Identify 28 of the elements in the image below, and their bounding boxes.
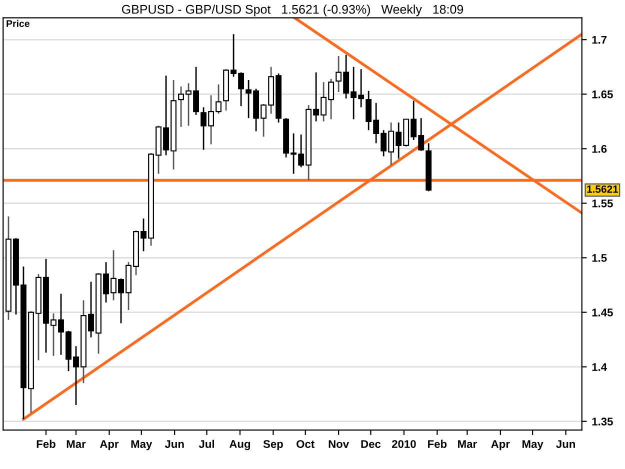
- x-tick-label: 2010: [392, 440, 416, 448]
- y-tick-label: 1.4: [592, 363, 607, 371]
- y-tick-label: 1.6: [592, 144, 607, 153]
- x-tick-label: Jul: [198, 440, 214, 448]
- y-tick-label: 1.55: [592, 200, 613, 208]
- text: 1.5621: [587, 185, 618, 193]
- x-tick-label: Oct: [296, 440, 314, 448]
- x-tick-label: Sep: [263, 440, 283, 450]
- x-tick-label: Apr: [491, 440, 510, 450]
- x-tick-label: Mar: [66, 440, 86, 448]
- x-tick-label: Feb: [428, 440, 447, 448]
- x-tick-label: May: [131, 440, 152, 450]
- y-tick-label: 1.7: [592, 36, 607, 44]
- x-tick-label: Apr: [100, 440, 119, 450]
- x-tick-label: Jun: [556, 440, 575, 448]
- x-tick-label: May: [522, 440, 544, 450]
- x-tick-label: Dec: [361, 440, 381, 448]
- x-tick-label: Mar: [458, 440, 477, 448]
- y-tick-label: 1.5: [592, 254, 607, 262]
- y-tick-label: 1.45: [592, 308, 613, 316]
- y-tick-label: 1.35: [592, 418, 613, 426]
- x-tick-label: Feb: [36, 440, 56, 448]
- x-tick-label: Aug: [229, 440, 250, 450]
- x-tick-label: Jun: [164, 440, 184, 448]
- y-tick-label: 1.65: [592, 90, 613, 98]
- y-axis-title: Price: [6, 20, 30, 28]
- x-tick-label: Nov: [328, 440, 350, 448]
- chart-title: GBPUSD - GBP/USD Spot 1.5621 (-0.93%) Weekly 18:09: [122, 4, 464, 16]
